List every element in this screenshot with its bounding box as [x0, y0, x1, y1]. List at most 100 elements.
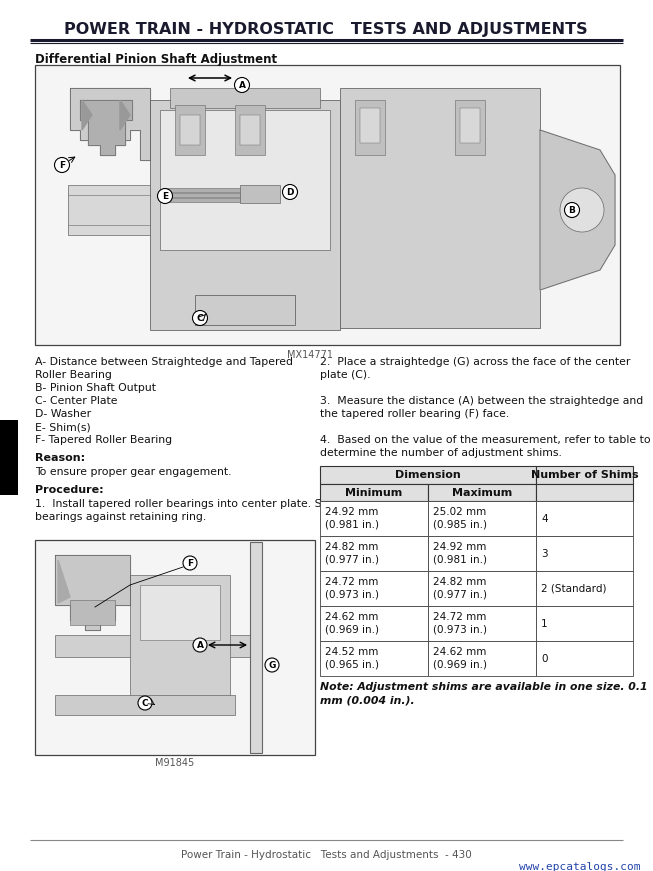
Polygon shape: [58, 560, 70, 603]
Text: To ensure proper gear engagement.: To ensure proper gear engagement.: [35, 467, 232, 477]
Text: POWER TRAIN - HYDROSTATIC   TESTS AND ADJUSTMENTS: POWER TRAIN - HYDROSTATIC TESTS AND ADJU…: [64, 22, 588, 37]
Bar: [320, 571, 428, 606]
Text: 1: 1: [541, 618, 548, 629]
Text: 24.72 mm
(0.973 in.): 24.72 mm (0.973 in.): [433, 612, 487, 635]
Circle shape: [234, 78, 249, 92]
Circle shape: [138, 696, 152, 710]
Text: G: G: [268, 660, 276, 670]
Bar: [165, 193, 245, 197]
Polygon shape: [55, 555, 130, 630]
Text: 24.62 mm
(0.969 in.): 24.62 mm (0.969 in.): [433, 647, 487, 670]
Bar: [455, 100, 485, 155]
Bar: [160, 110, 330, 250]
Text: F- Tapered Roller Bearing: F- Tapered Roller Bearing: [35, 435, 172, 445]
Text: 24.82 mm
(0.977 in.): 24.82 mm (0.977 in.): [433, 577, 487, 600]
Text: 25.02 mm
(0.985 in.): 25.02 mm (0.985 in.): [433, 507, 487, 530]
Text: mm (0.004 in.).: mm (0.004 in.).: [320, 695, 415, 705]
Bar: [536, 484, 633, 501]
Bar: [175, 105, 205, 155]
Bar: [55, 695, 235, 715]
Bar: [428, 501, 536, 536]
Text: 0: 0: [541, 653, 547, 664]
Bar: [35, 65, 620, 345]
Text: Procedure:: Procedure:: [35, 485, 104, 495]
Text: Differential Pinion Shaft Adjustment: Differential Pinion Shaft Adjustment: [35, 53, 277, 66]
Bar: [536, 571, 633, 606]
Text: 24.92 mm
(0.981 in.): 24.92 mm (0.981 in.): [325, 507, 379, 530]
Bar: [180, 115, 200, 145]
Bar: [240, 115, 260, 145]
Polygon shape: [80, 100, 132, 155]
Text: Number of Shims: Number of Shims: [531, 470, 639, 480]
Bar: [428, 641, 536, 676]
Text: www.epcatalogs.com: www.epcatalogs.com: [519, 862, 641, 871]
Bar: [170, 88, 320, 108]
Bar: [320, 484, 428, 501]
Bar: [130, 575, 230, 710]
Text: 24.72 mm
(0.973 in.): 24.72 mm (0.973 in.): [325, 577, 379, 600]
Text: E- Shim(s): E- Shim(s): [35, 422, 91, 432]
Text: A: A: [238, 80, 246, 90]
Bar: [428, 571, 536, 606]
Text: determine the number of adjustment shims.: determine the number of adjustment shims…: [320, 448, 562, 458]
Text: 4: 4: [541, 514, 548, 523]
Text: C: C: [142, 699, 148, 707]
Bar: [195, 295, 295, 325]
Text: D- Washer: D- Washer: [35, 409, 91, 419]
Circle shape: [265, 658, 279, 672]
Bar: [0, 420, 18, 495]
Text: MX14771: MX14771: [287, 350, 333, 360]
Text: B- Pinion Shaft Output: B- Pinion Shaft Output: [35, 383, 156, 393]
Text: 3.  Measure the distance (A) between the straightedge and: 3. Measure the distance (A) between the …: [320, 396, 643, 406]
Bar: [35, 540, 315, 755]
Bar: [428, 606, 536, 641]
Text: Minimum: Minimum: [345, 488, 403, 497]
Bar: [428, 484, 536, 501]
Text: B: B: [569, 206, 575, 214]
Bar: [536, 606, 633, 641]
Bar: [165, 198, 245, 202]
Bar: [240, 185, 280, 203]
Text: C- Center Plate: C- Center Plate: [35, 396, 118, 406]
Bar: [320, 641, 428, 676]
Text: Note: Adjustment shims are available in one size. 0.1: Note: Adjustment shims are available in …: [320, 682, 648, 692]
Text: Dimension: Dimension: [395, 470, 461, 480]
Text: E: E: [162, 192, 168, 200]
Text: F: F: [59, 160, 65, 170]
Bar: [320, 501, 428, 536]
Text: Roller Bearing: Roller Bearing: [35, 370, 112, 380]
Bar: [320, 466, 536, 484]
Bar: [235, 105, 265, 155]
Circle shape: [560, 188, 604, 232]
Bar: [320, 606, 428, 641]
Text: Power Train - Hydrostatic   Tests and Adjustments  - 430: Power Train - Hydrostatic Tests and Adju…: [181, 850, 471, 860]
Circle shape: [54, 158, 69, 172]
Text: plate (C).: plate (C).: [320, 370, 370, 380]
Text: 24.92 mm
(0.981 in.): 24.92 mm (0.981 in.): [433, 542, 487, 565]
Bar: [536, 501, 633, 536]
Bar: [536, 466, 633, 484]
Bar: [428, 536, 536, 571]
Text: A: A: [197, 640, 204, 650]
Text: Maximum: Maximum: [452, 488, 512, 497]
Text: the tapered roller bearing (F) face.: the tapered roller bearing (F) face.: [320, 409, 509, 419]
Bar: [70, 600, 115, 625]
Circle shape: [157, 188, 172, 204]
Bar: [150, 100, 340, 330]
Text: F: F: [187, 558, 193, 568]
Text: bearings against retaining ring.: bearings against retaining ring.: [35, 512, 206, 522]
Bar: [355, 100, 385, 155]
Text: A- Distance between Straightedge and Tapered: A- Distance between Straightedge and Tap…: [35, 357, 293, 367]
Polygon shape: [540, 130, 615, 290]
Text: 2.  Place a straightedge (G) across the face of the center: 2. Place a straightedge (G) across the f…: [320, 357, 630, 367]
Bar: [55, 635, 250, 657]
Text: M91845: M91845: [155, 758, 195, 768]
Bar: [536, 641, 633, 676]
Text: Reason:: Reason:: [35, 453, 85, 463]
Circle shape: [193, 310, 208, 326]
Circle shape: [283, 185, 298, 199]
Bar: [340, 88, 540, 328]
Circle shape: [564, 202, 579, 218]
Bar: [360, 108, 380, 143]
Text: 24.82 mm
(0.977 in.): 24.82 mm (0.977 in.): [325, 542, 379, 565]
